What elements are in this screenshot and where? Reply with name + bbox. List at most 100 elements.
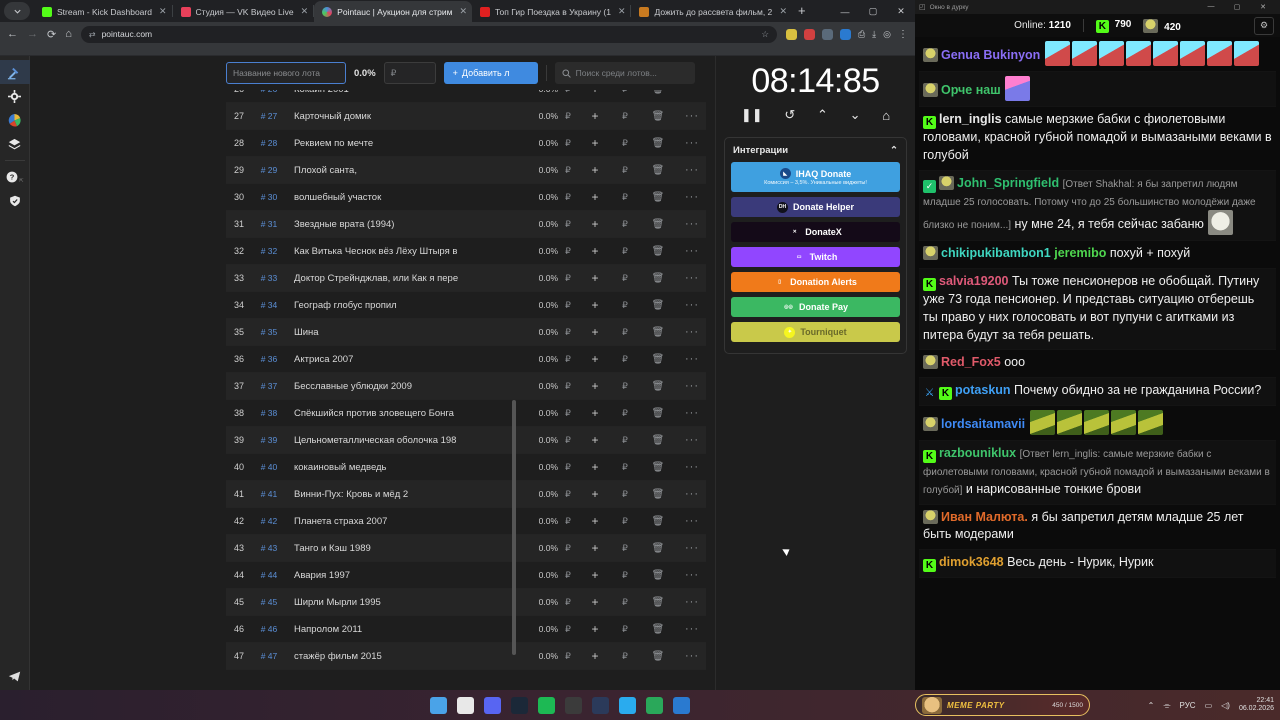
- lot-name[interactable]: Спёкшийся против зловещего Бонга: [294, 407, 454, 419]
- lot-add-button[interactable]: +: [591, 109, 599, 123]
- back-icon[interactable]: ←: [7, 28, 18, 40]
- lot-add-button[interactable]: +: [591, 514, 599, 528]
- lot-name[interactable]: Цельнометаллическая оболочка 198: [294, 434, 457, 446]
- lot-delete-button[interactable]: 🗑: [651, 596, 665, 608]
- lot-name[interactable]: Как Витька Чеснок вёз Лёху Штыря в: [294, 245, 458, 257]
- lot-add-button[interactable]: +: [591, 271, 599, 285]
- lot-add-button[interactable]: +: [591, 190, 599, 204]
- lot-row[interactable]: 27 # 27 Карточный домик 0.0% ₽ + ₽ 🗑 ···: [226, 103, 706, 130]
- site-info-icon[interactable]: ⇄: [88, 29, 96, 39]
- lot-row[interactable]: 39 # 39 Цельнометаллическая оболочка 198 0.…: [226, 427, 706, 454]
- chat-maximize-button[interactable]: ▢: [1233, 4, 1241, 11]
- lot-delete-button[interactable]: 🗑: [651, 110, 665, 122]
- lot-row[interactable]: 29 # 29 Плохой санта, 0.0% ₽ + ₽ 🗑 ···: [226, 157, 706, 184]
- lot-name[interactable]: кокаиновый медведь: [294, 461, 387, 473]
- lot-more-button[interactable]: ···: [685, 299, 699, 311]
- tray-language-icon[interactable]: РУС: [1179, 700, 1196, 710]
- taskbar-discord-icon[interactable]: [484, 696, 501, 714]
- chat-username-2[interactable]: jeremibo: [1054, 246, 1107, 261]
- lot-row[interactable]: 47 # 47 стажёр фильм 2015 0.0% ₽ + ₽ 🗑 ···: [226, 643, 706, 670]
- lot-delete-button[interactable]: 🗑: [651, 569, 665, 581]
- lot-delete-button[interactable]: 🗑: [638, 90, 678, 95]
- taskbar-obs-icon[interactable]: [565, 696, 582, 714]
- lot-name[interactable]: Шина: [294, 326, 319, 338]
- chat-settings-button[interactable]: ⚙: [1254, 16, 1274, 35]
- lot-delete-button[interactable]: 🗑: [651, 218, 665, 230]
- lot-add-button[interactable]: +: [591, 136, 599, 150]
- lot-more-button[interactable]: ···: [685, 569, 699, 581]
- tab-close-icon[interactable]: ✕: [158, 6, 167, 16]
- lot-more-button[interactable]: ···: [685, 272, 699, 284]
- chat-username[interactable]: Иван Малюта.: [941, 509, 1028, 524]
- lot-add-button[interactable]: +: [578, 90, 612, 96]
- taskbar-folder-icon[interactable]: [592, 696, 609, 714]
- chat-username[interactable]: potaskun: [955, 383, 1011, 397]
- tab-close-icon[interactable]: ✕: [300, 6, 309, 16]
- browser-tab-3[interactable]: Топ Гир Поездка в Украину (1 ✕: [472, 1, 630, 22]
- lot-row[interactable]: 46 # 46 Напролом 2011 0.0% ₽ + ₽ 🗑 ···: [226, 616, 706, 643]
- lot-more-button[interactable]: ···: [685, 596, 699, 608]
- lot-row[interactable]: 33 # 33 Доктор Стрейнджлав, или Как я пере…: [226, 265, 706, 292]
- lot-row[interactable]: 40 # 40 кокаиновый медведь 0.0% ₽ + ₽ 🗑 ···: [226, 454, 706, 481]
- lot-delete-button[interactable]: 🗑: [651, 461, 665, 473]
- lot-name[interactable]: Авария 1997: [294, 569, 351, 581]
- lot-name[interactable]: Ширли Мырли 1995: [294, 596, 381, 608]
- lot-row[interactable]: 37 # 37 Бесславные ублюдки 2009 0.0% ₽ + ₽ 🗑 ···: [226, 373, 706, 400]
- chat-username[interactable]: dimok3648: [939, 555, 1004, 569]
- chat-username[interactable]: John_Springfield: [957, 175, 1060, 190]
- lot-more-button[interactable]: ···: [685, 137, 699, 149]
- sidebar-item-auction[interactable]: [0, 60, 30, 84]
- lot-more-button[interactable]: ···: [685, 542, 699, 554]
- lot-add-button[interactable]: +: [591, 541, 599, 555]
- lot-row[interactable]: 45 # 45 Ширли Мырли 1995 0.0% ₽ + ₽ 🗑 ···: [226, 589, 706, 616]
- lot-name[interactable]: Бесславные ублюдки 2009: [294, 380, 412, 392]
- integration-button-ihaq-donate[interactable]: ◣ IHAQ Donate Комиссия – 3,5%. Уникальные …: [731, 162, 900, 192]
- lot-more-button[interactable]: ···: [685, 110, 699, 122]
- lot-add-button[interactable]: +: [591, 460, 599, 474]
- sidebar-item-verified[interactable]: [0, 189, 30, 213]
- tab-search-button[interactable]: [4, 2, 30, 20]
- lot-add-button[interactable]: +: [591, 568, 599, 582]
- lot-name[interactable]: Напролом 2011: [294, 623, 363, 635]
- lot-name[interactable]: стажёр фильм 2015: [294, 650, 382, 662]
- tab-close-icon[interactable]: ✕: [779, 6, 788, 16]
- taskbar-chrome-icon[interactable]: [457, 696, 474, 714]
- chat-minimize-button[interactable]: —: [1207, 3, 1215, 10]
- lot-add-button[interactable]: +: [591, 325, 599, 339]
- lot-delete-button[interactable]: 🗑: [651, 515, 665, 527]
- tab-close-icon[interactable]: ✕: [617, 6, 626, 16]
- lot-more-button[interactable]: ···: [685, 650, 699, 662]
- chat-username[interactable]: Genua Bukinyon: [941, 48, 1041, 62]
- lot-delete-button[interactable]: 🗑: [651, 650, 665, 662]
- extension-icon-2[interactable]: [803, 28, 815, 40]
- extensions-puzzle-icon[interactable]: ⎙: [857, 28, 866, 39]
- lot-add-button[interactable]: +: [591, 379, 599, 393]
- lot-add-button[interactable]: +: [591, 217, 599, 231]
- lot-add-button[interactable]: +: [591, 406, 599, 420]
- tray-chevron-icon[interactable]: ⌃: [1147, 700, 1155, 710]
- lot-more-button[interactable]: ···: [685, 461, 699, 473]
- address-bar[interactable]: ⇄ pointauc.com ☆: [80, 25, 777, 43]
- lot-more-button[interactable]: ···: [685, 218, 699, 230]
- integration-button-donate-helper[interactable]: DH Donate Helper: [731, 197, 900, 217]
- chat-username[interactable]: salvia19200: [939, 274, 1009, 288]
- taskbar-clock[interactable]: 22:41 06.02.2026: [1239, 697, 1274, 713]
- lot-delete-button[interactable]: 🗑: [651, 488, 665, 500]
- taskbar-app-grid-icon[interactable]: [646, 696, 663, 714]
- lot-delete-button[interactable]: 🗑: [651, 164, 665, 176]
- sidebar-item-wheel[interactable]: [0, 108, 30, 132]
- taskbar-start-windows-icon[interactable]: [430, 696, 447, 714]
- new-lot-amount-input[interactable]: ₽: [383, 62, 436, 84]
- lot-delete-button[interactable]: 🗑: [651, 137, 665, 149]
- browser-tab-0[interactable]: Stream - Kick Dashboard ✕: [34, 1, 172, 22]
- sidebar-item-layers[interactable]: [0, 132, 30, 156]
- lot-row[interactable]: 38 # 38 Спёкшийся против зловещего Бонга 0.…: [226, 400, 706, 427]
- taskbar-telegram-icon[interactable]: [619, 696, 636, 714]
- chevron-up-icon[interactable]: ⌃: [890, 145, 898, 156]
- lot-row[interactable]: 44 # 44 Авария 1997 0.0% ₽ + ₽ 🗑 ···: [226, 562, 706, 589]
- chat-username[interactable]: Red_Fox5: [941, 355, 1001, 370]
- timer-pause-button[interactable]: ❚❚: [740, 107, 763, 122]
- lot-row[interactable]: 32 # 32 Как Витька Чеснок вёз Лёху Штыря в…: [226, 238, 706, 265]
- lot-more-button[interactable]: ···: [685, 353, 699, 365]
- sidebar-item-telegram[interactable]: [0, 664, 30, 688]
